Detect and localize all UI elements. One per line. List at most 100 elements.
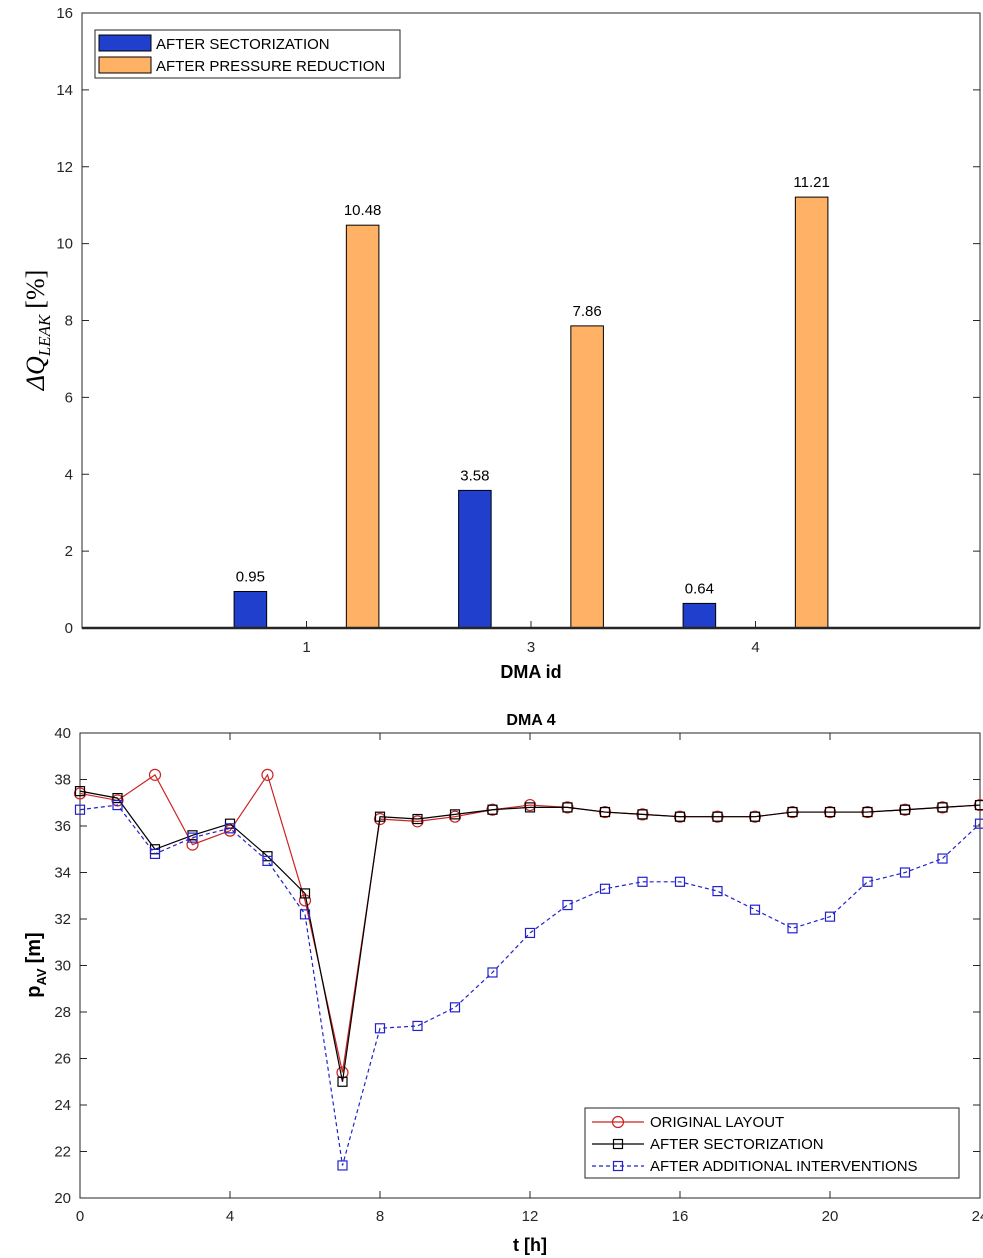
data-point <box>562 802 573 813</box>
data-point <box>487 804 498 815</box>
bar <box>233 590 268 629</box>
x-tick-label: 12 <box>522 1208 539 1225</box>
bar-chart-y-axis-label: ΔQLEAK [%] <box>21 270 54 392</box>
legend-marker-sample <box>611 1115 625 1129</box>
data-point <box>599 883 611 894</box>
data-point <box>448 810 462 823</box>
x-tick-label: 24 <box>972 1208 983 1225</box>
data-point <box>599 806 611 818</box>
data-point <box>373 812 387 826</box>
data-point <box>337 1076 348 1087</box>
y-tick-label: 2 <box>65 543 73 560</box>
data-point <box>824 806 836 818</box>
data-point <box>937 802 948 813</box>
data-point <box>749 904 761 915</box>
data-point <box>487 967 498 978</box>
bar-chart-data-labels: 0.95 3.58 0.64 10.48 7.86 11.21 <box>236 174 830 597</box>
legend-label-after-sectorization-line: AFTER SECTORIZATION <box>650 1136 824 1153</box>
data-point <box>299 909 311 920</box>
y-tick-label: 4 <box>65 466 73 483</box>
bar-chart-plot-area <box>81 12 981 629</box>
bar <box>794 196 829 629</box>
legend-marker-sample <box>612 1138 624 1150</box>
bar-data-label: 0.64 <box>685 580 714 597</box>
data-point <box>412 1020 423 1032</box>
bar-chart-x-axis-label: DMA id <box>500 662 561 682</box>
data-point <box>337 1160 348 1171</box>
bar-data-label: 3.58 <box>460 467 489 484</box>
x-tick-label: 20 <box>822 1208 839 1225</box>
y-tick-label: 10 <box>56 236 73 253</box>
line-chart-y-label-unit: [m] <box>23 932 45 963</box>
data-point <box>524 802 536 813</box>
line-chart-x-axis: 0 4 8 12 16 20 24 <box>76 733 983 1225</box>
bar-data-label: 11.21 <box>793 174 829 191</box>
legend-label-after-pressure-reduction: AFTER PRESSURE REDUCTION <box>156 58 385 75</box>
data-point <box>524 927 536 939</box>
line-chart-y-label-main: p <box>23 986 45 998</box>
data-point <box>74 804 86 815</box>
data-point <box>637 809 648 820</box>
x-tick-label: 8 <box>376 1208 384 1225</box>
y-tick-label: 26 <box>54 1051 71 1068</box>
data-point <box>223 824 237 837</box>
data-point <box>674 876 686 887</box>
data-point <box>674 811 686 822</box>
legend-marker-sample <box>612 1160 624 1172</box>
y-tick-label: 14 <box>56 82 73 99</box>
bar <box>682 602 717 629</box>
data-point <box>562 899 573 911</box>
y-tick-label: 32 <box>54 911 71 928</box>
y-tick-label: 38 <box>54 772 71 789</box>
y-tick-label: 20 <box>54 1190 71 1207</box>
bar-chart-bars <box>233 196 829 629</box>
data-point <box>374 1023 386 1034</box>
data-point <box>937 853 948 864</box>
bar-data-label: 0.95 <box>236 568 265 585</box>
y-tick-label: 16 <box>56 5 73 22</box>
bar-data-label: 10.48 <box>344 202 382 219</box>
data-point <box>862 806 873 818</box>
y-tick-label: 30 <box>54 958 71 975</box>
y-tick-label: 0 <box>65 620 73 637</box>
data-point <box>449 1002 461 1013</box>
line-chart-y-axis: 20 22 24 26 28 30 32 34 36 38 40 <box>54 725 980 1207</box>
line-chart-legend-box <box>584 1107 960 1179</box>
legend-swatch-after-pressure-reduction <box>98 56 152 74</box>
data-point <box>112 792 123 804</box>
line-chart: DMA 4 20 22 24 26 28 30 32 34 36 38 40 0 4 8 12 16 20 24… <box>23 712 983 1255</box>
data-point <box>411 815 424 828</box>
legend-label-after-additional-interventions: AFTER ADDITIONAL INTERVENTIONS <box>650 1158 918 1175</box>
data-point <box>412 813 423 825</box>
line-chart-x-axis-label: t [h] <box>513 1235 547 1255</box>
data-point <box>261 768 274 781</box>
data-point <box>862 876 873 887</box>
bar-chart-y-label-sub: LEAK <box>35 313 54 357</box>
y-tick-label: 36 <box>54 818 71 835</box>
data-point <box>899 867 911 878</box>
data-point <box>787 806 798 818</box>
data-point <box>749 811 761 822</box>
data-point <box>374 811 386 822</box>
data-point <box>637 876 648 887</box>
data-point <box>974 799 983 811</box>
line-chart-y-label-sub: AV <box>34 968 49 985</box>
bar-chart-y-axis: 0 2 4 6 8 10 12 14 16 <box>56 5 980 637</box>
data-point <box>974 818 983 829</box>
line-chart-title: DMA 4 <box>506 712 555 729</box>
data-point <box>712 811 723 822</box>
bar <box>458 489 492 629</box>
legend-label-original-layout: ORIGINAL LAYOUT <box>650 1114 784 1131</box>
data-point <box>824 911 836 922</box>
y-tick-label: 6 <box>65 389 73 406</box>
data-point <box>899 804 911 815</box>
bar-chart-legend: AFTER SECTORIZATION AFTER PRESSURE REDUC… <box>94 29 401 79</box>
legend-swatch-after-sectorization <box>98 34 152 52</box>
data-point <box>712 885 723 897</box>
bar-chart-y-label-unit: [%] <box>21 270 50 309</box>
bar <box>345 224 380 629</box>
data-point <box>74 786 86 797</box>
y-tick-label: 40 <box>54 725 71 742</box>
bar-chart-y-label-main: ΔQ <box>21 356 50 391</box>
